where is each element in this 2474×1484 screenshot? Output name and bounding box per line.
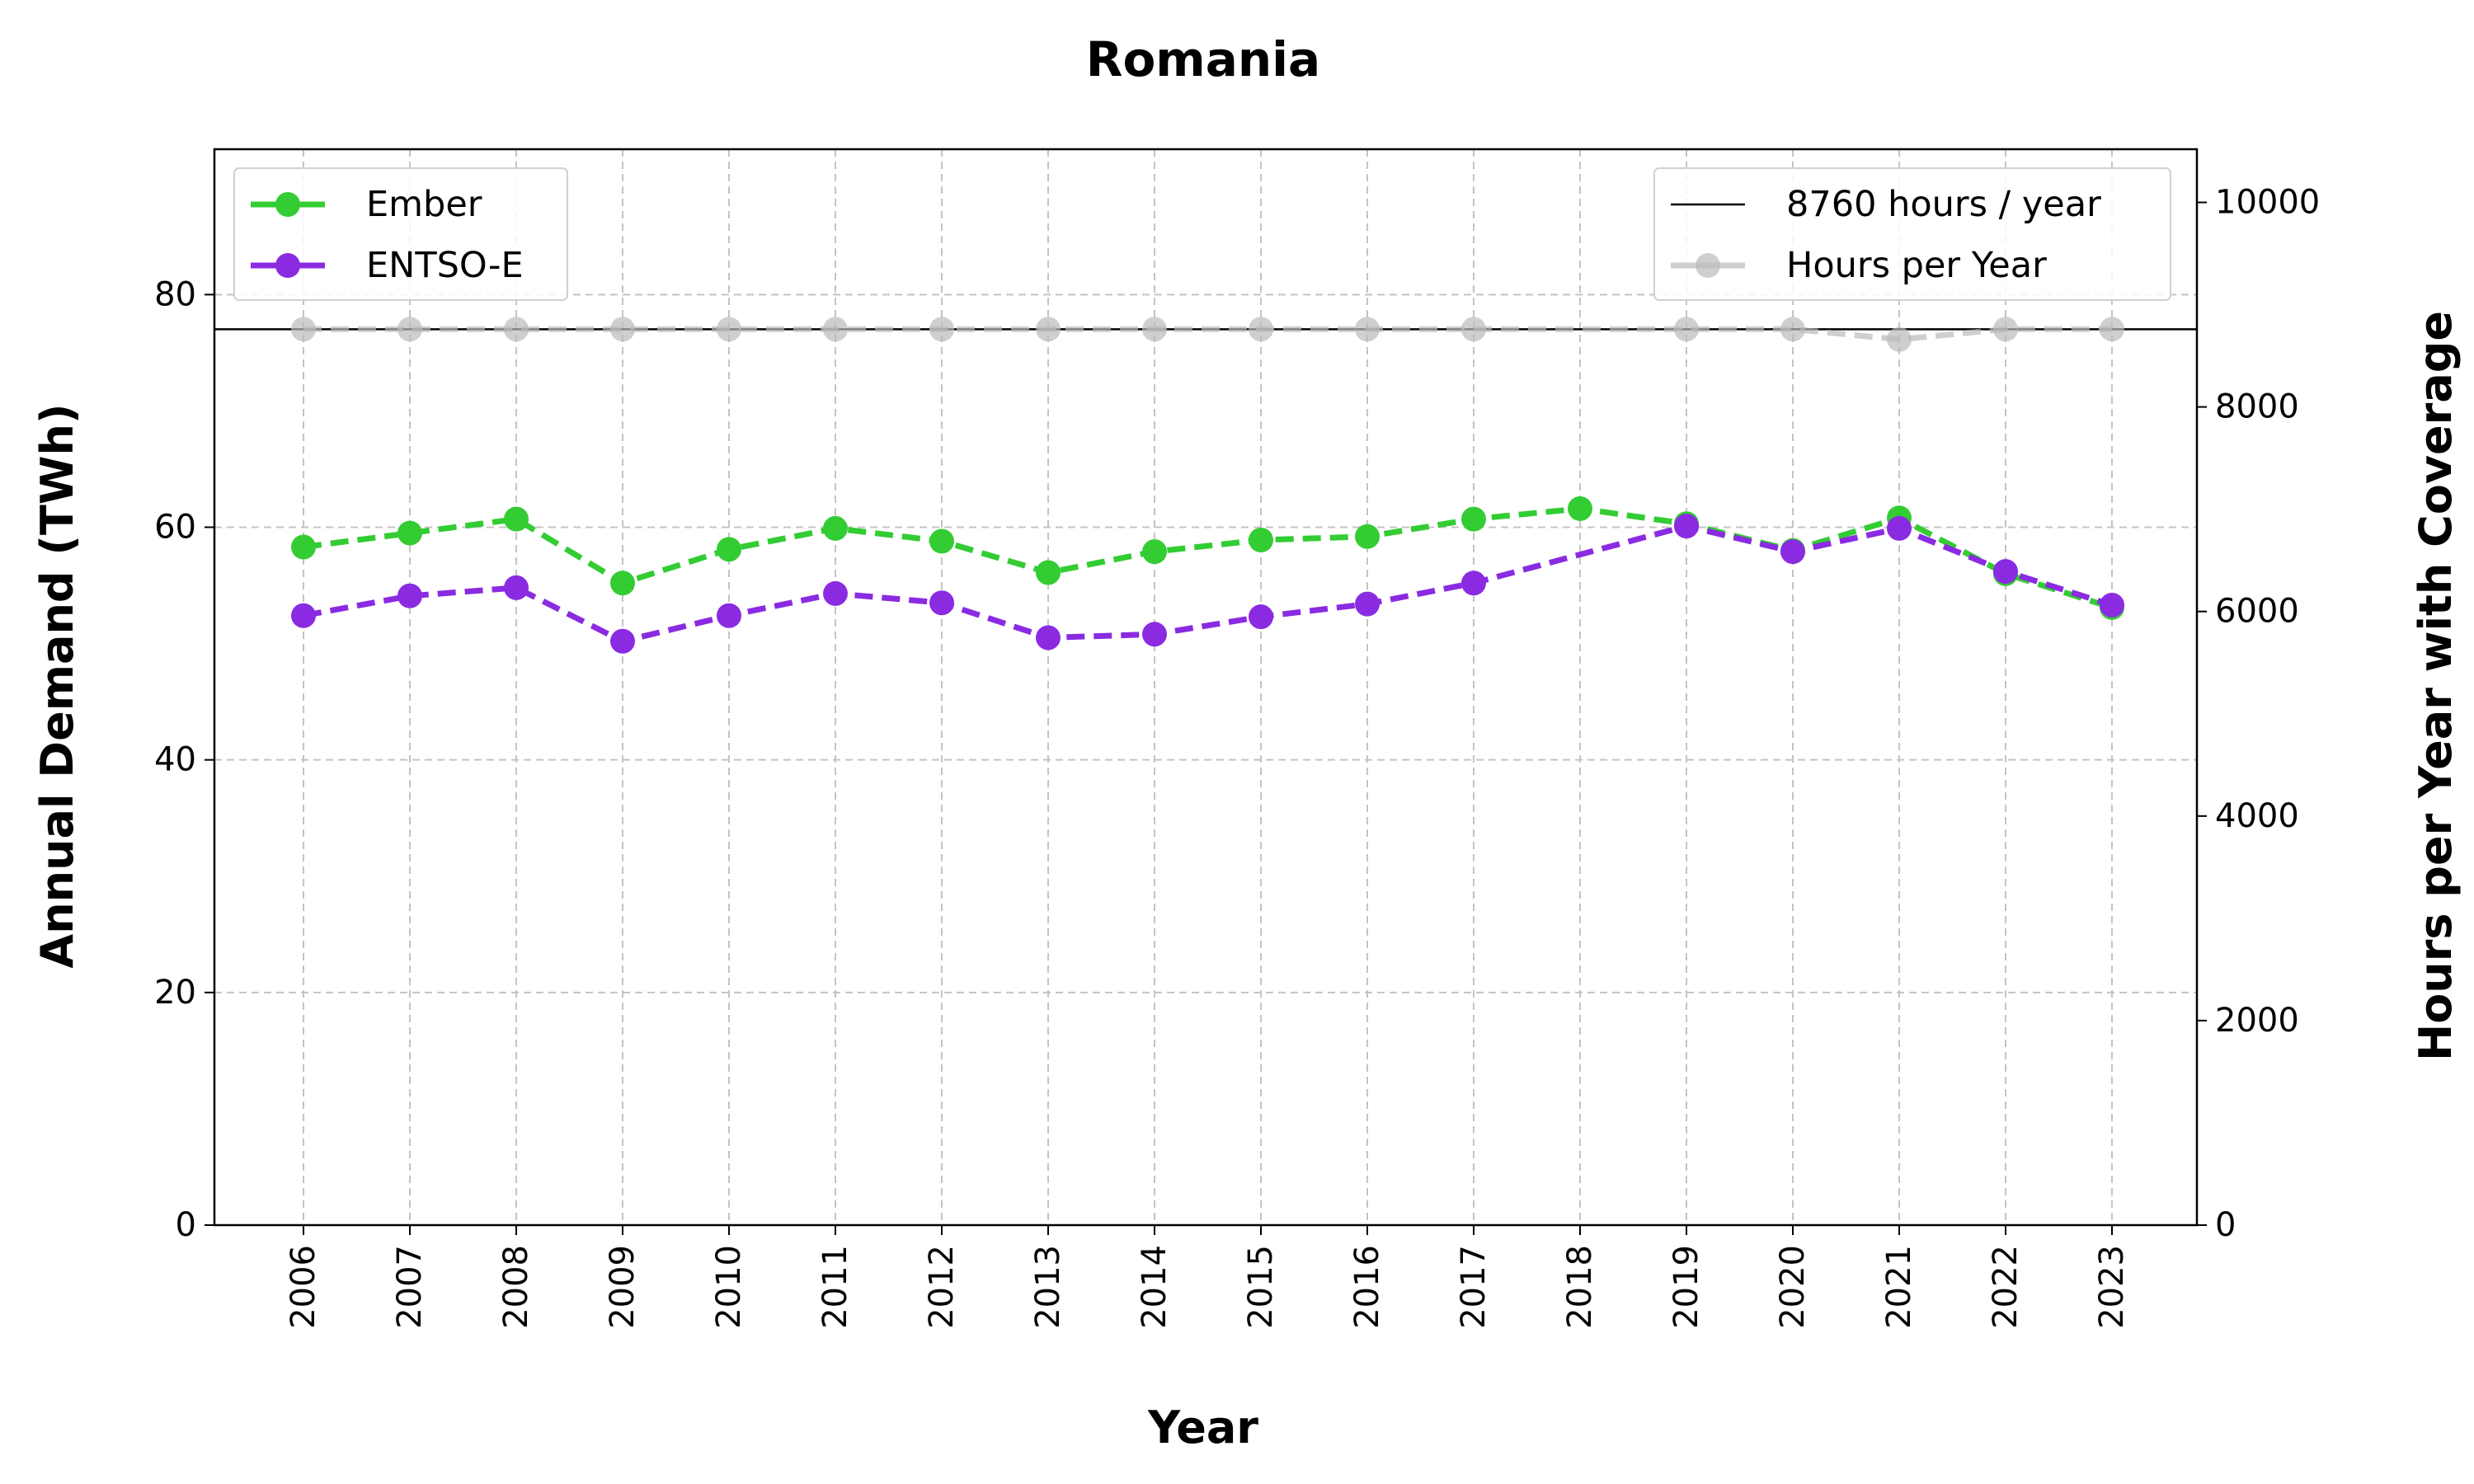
data-point-hours-per-year: [1993, 317, 2018, 342]
y-axis-title: Annual Demand (TWh): [31, 403, 83, 968]
data-point-hours-per-year: [2100, 317, 2124, 342]
legend-layer: Ember ENTSO-E 8760 hours / year Hours per Y…: [233, 167, 2171, 301]
data-point-entso-e: [929, 590, 954, 616]
data-point-entso-e: [1036, 625, 1061, 650]
data-point-ember: [1142, 539, 1167, 565]
x-tick-label: 2009: [604, 1245, 642, 1329]
chart-title: Romania: [1086, 31, 1320, 87]
series-line-hours-per-year: [303, 326, 2112, 343]
x-tick-label: 2008: [497, 1245, 535, 1329]
x-tick-label: 2023: [2093, 1245, 2131, 1329]
data-point-entso-e: [2100, 593, 2124, 618]
x-tick-label: 2007: [391, 1245, 429, 1329]
legend-label: 8760 hours / year: [1786, 184, 2101, 225]
legend-swatch-marker: [275, 253, 300, 278]
data-point-hours-per-year: [397, 317, 422, 342]
data-point-ember: [929, 528, 954, 554]
legend-swatch-marker: [275, 192, 300, 217]
y-tick-label: 60: [154, 509, 196, 547]
data-point-hours-per-year: [291, 317, 316, 342]
x-tick-label: 2020: [1774, 1245, 1812, 1329]
data-point-hours-per-year: [1036, 317, 1061, 342]
data-point-ember: [1249, 528, 1273, 553]
data-point-hours-per-year: [717, 317, 741, 342]
legend-label: ENTSO-E: [366, 245, 524, 286]
data-point-hours-per-year: [1249, 317, 1273, 342]
x-tick-label: 2011: [816, 1245, 854, 1329]
data-point-ember: [397, 520, 422, 546]
data-point-ember: [504, 506, 529, 532]
y2-tick-label: 2000: [2215, 1002, 2299, 1040]
data-point-entso-e: [1780, 539, 1805, 565]
y2-tick-label: 8000: [2215, 388, 2299, 426]
x-tick-label: 2015: [1242, 1245, 1280, 1329]
x-tick-label: 2010: [710, 1245, 748, 1329]
data-point-hours-per-year: [610, 317, 635, 342]
plot-frame: [213, 148, 2199, 1227]
data-point-hours-per-year: [1355, 317, 1380, 342]
data-point-entso-e: [823, 580, 848, 606]
data-point-hours-per-year: [1461, 317, 1486, 342]
data-point-entso-e: [1355, 591, 1380, 617]
data-point-entso-e: [397, 583, 422, 608]
data-point-hours-per-year: [1674, 317, 1699, 342]
y2-tick-label: 4000: [2215, 797, 2299, 835]
data-point-ember: [1461, 506, 1486, 532]
data-point-ember: [823, 515, 848, 541]
data-point-entso-e: [717, 603, 741, 628]
data-point-entso-e: [1249, 604, 1273, 630]
x-tick-label: 2016: [1348, 1245, 1386, 1329]
data-point-ember: [610, 571, 635, 596]
data-point-hours-per-year: [504, 317, 529, 342]
y-tick-label: 0: [176, 1206, 196, 1244]
x-tick-label: 2017: [1455, 1245, 1493, 1329]
legend-box-right: [1653, 167, 2171, 301]
data-point-hours-per-year: [1780, 317, 1805, 342]
data-point-ember: [291, 534, 316, 560]
data-point-entso-e: [610, 628, 635, 654]
axes-layer: 2006 2007 2008 2009 2010 2011 2012 2013 2014 2015…: [154, 148, 2320, 1329]
series-line-ember: [303, 505, 2114, 611]
grid-layer: [214, 149, 2197, 1225]
y2-tick-label: 6000: [2215, 593, 2299, 631]
y-tick-label: 80: [154, 275, 196, 313]
x-axis-title: Year: [1147, 1402, 1258, 1453]
y-tick-label: 40: [154, 741, 196, 779]
legend-label: Hours per Year: [1786, 245, 2047, 286]
data-point-entso-e: [1142, 622, 1167, 647]
data-point-hours-per-year: [1142, 317, 1167, 342]
x-tick-label: 2018: [1561, 1245, 1599, 1329]
data-point-hours-per-year: [929, 317, 954, 342]
data-point-entso-e: [504, 575, 529, 600]
data-point-hours-per-year: [1887, 326, 1912, 352]
x-tick-label: 2006: [285, 1245, 322, 1329]
y-tick-label: 20: [154, 974, 196, 1012]
data-point-ember: [1355, 524, 1380, 549]
data-point-hours-per-year: [823, 317, 848, 342]
data-point-entso-e: [1887, 515, 1912, 541]
x-tick-label: 2013: [1029, 1245, 1067, 1329]
x-tick-label: 2022: [1987, 1245, 2025, 1329]
data-point-ember: [1568, 495, 1592, 521]
data-point-entso-e: [1461, 571, 1486, 596]
data-point-ember: [1036, 560, 1061, 585]
legend-swatch-marker: [1696, 253, 1720, 278]
data-point-entso-e: [291, 603, 316, 628]
data-point-ember: [717, 537, 741, 562]
y2-axis-title: Hours per Year with Coverage: [2410, 311, 2462, 1061]
y2-tick-label: 0: [2215, 1206, 2236, 1244]
x-tick-label: 2021: [1880, 1245, 1918, 1329]
data-point-entso-e: [1993, 559, 2018, 585]
series-layer: [214, 317, 2197, 654]
y2-tick-label: 10000: [2215, 184, 2320, 222]
x-tick-label: 2019: [1667, 1245, 1705, 1329]
data-point-entso-e: [1674, 514, 1699, 539]
x-tick-label: 2014: [1136, 1245, 1174, 1329]
legend-label: Ember: [366, 184, 482, 225]
x-tick-label: 2012: [923, 1245, 961, 1329]
